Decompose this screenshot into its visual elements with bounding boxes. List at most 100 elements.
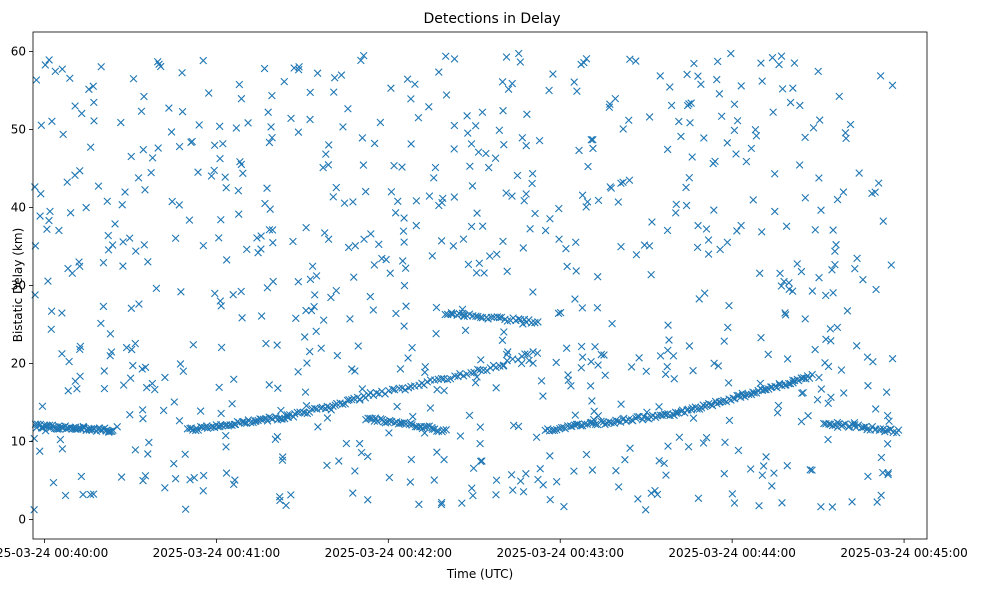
data-point [756, 379, 765, 388]
data-point [552, 358, 561, 367]
data-point [271, 435, 280, 444]
data-point [171, 234, 180, 243]
data-point [56, 435, 65, 444]
data-point [871, 188, 879, 196]
data-point [77, 472, 86, 481]
data-point [260, 64, 269, 73]
data-point [859, 275, 867, 284]
data-point [440, 455, 448, 464]
data-point [137, 107, 146, 116]
data-point [359, 161, 368, 169]
data-point [82, 203, 90, 212]
data-point [594, 196, 603, 205]
data-point [655, 403, 663, 411]
data-point [408, 412, 417, 421]
data-point [804, 411, 812, 420]
data-point [663, 226, 672, 235]
data-point [828, 503, 837, 511]
data-point [125, 234, 134, 242]
chart-title: Detections in Delay [423, 11, 560, 27]
data-point [337, 71, 346, 79]
data-point [522, 190, 530, 198]
data-point [411, 80, 419, 89]
data-point [71, 102, 79, 110]
data-point [774, 401, 783, 410]
data-point [502, 53, 511, 61]
x-axis: 2025-03-24 00:40:00 2025-03-24 00:41:00 20… [0, 539, 968, 560]
data-point [801, 133, 809, 142]
data-point [319, 163, 327, 172]
data-point [667, 101, 676, 110]
data-point [578, 353, 587, 361]
data-point [883, 411, 892, 420]
data-point [301, 388, 310, 396]
data-point [749, 196, 758, 204]
data-point [89, 490, 98, 498]
data-point [469, 491, 477, 500]
y-tick-label: 10 [11, 435, 26, 449]
data-point [430, 476, 439, 484]
data-point [619, 178, 627, 187]
data-point [643, 408, 651, 417]
data-point [407, 455, 416, 464]
data-point [159, 406, 168, 415]
data-point [449, 242, 458, 250]
data-point [141, 363, 150, 372]
data-point [555, 235, 563, 243]
data-point [822, 335, 830, 344]
data-point [259, 415, 268, 424]
data-point [528, 179, 536, 188]
data-point [535, 136, 544, 145]
data-point [333, 351, 342, 360]
data-point [478, 222, 487, 230]
data-point [685, 173, 694, 182]
data-point [361, 187, 370, 196]
data-point [577, 60, 585, 69]
data-point [385, 473, 394, 482]
y-tick-label: 30 [11, 279, 26, 293]
data-point [877, 491, 885, 500]
data-point [400, 238, 408, 246]
data-point [129, 361, 137, 370]
data-point [349, 489, 357, 497]
data-point [738, 389, 747, 398]
data-point [526, 225, 534, 233]
data-point [292, 314, 300, 323]
data-point [429, 174, 438, 182]
data-point [682, 183, 690, 192]
data-point [295, 63, 303, 71]
data-point [62, 425, 70, 433]
data-point [278, 456, 287, 465]
data-point [647, 270, 655, 279]
plot-marks [30, 49, 903, 514]
data-point [499, 237, 507, 246]
data-point [131, 446, 140, 454]
data-point [412, 221, 421, 230]
data-point [829, 289, 837, 297]
data-point [475, 259, 484, 268]
data-point [330, 74, 339, 82]
data-point [275, 492, 284, 501]
data-point [552, 477, 561, 486]
data-point [835, 92, 844, 101]
data-point [720, 337, 729, 345]
data-point [476, 366, 484, 374]
data-point [222, 183, 231, 192]
data-point [106, 330, 115, 338]
data-point [236, 157, 244, 166]
data-point [400, 214, 408, 222]
data-point [161, 484, 169, 492]
data-point [369, 306, 378, 314]
data-point [403, 75, 412, 83]
data-point [715, 90, 724, 98]
data-point [478, 108, 487, 117]
y-tick-label: 0 [18, 513, 26, 527]
data-point [730, 100, 739, 109]
data-point [694, 221, 702, 230]
data-point [216, 215, 225, 224]
data-point [677, 132, 685, 141]
data-point [527, 319, 536, 327]
data-point [474, 312, 482, 321]
data-point [139, 414, 147, 423]
